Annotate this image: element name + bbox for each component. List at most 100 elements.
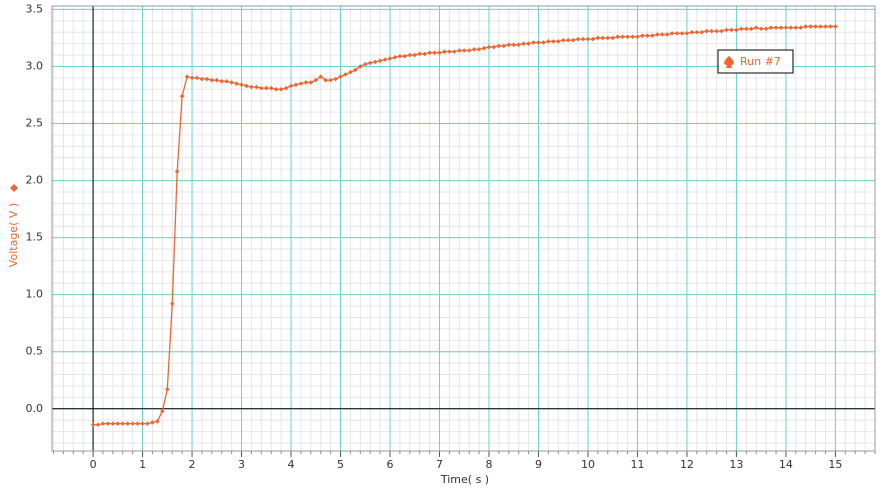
data-point xyxy=(476,47,482,52)
x-tick-label: 1 xyxy=(139,458,146,471)
data-point xyxy=(491,44,497,50)
x-tick-label: 3 xyxy=(238,458,245,471)
data-point xyxy=(516,42,521,48)
x-tick-label: 14 xyxy=(779,458,793,471)
data-point xyxy=(679,31,685,36)
data-point xyxy=(546,39,551,44)
data-point xyxy=(640,33,645,38)
data-point xyxy=(783,25,789,30)
data-point xyxy=(254,84,259,90)
data-point xyxy=(585,36,591,42)
data-point xyxy=(150,420,155,425)
data-point xyxy=(551,39,556,44)
legend-label: Run #7 xyxy=(740,55,781,68)
data-point xyxy=(358,64,363,69)
data-point xyxy=(338,74,343,80)
data-point xyxy=(466,48,472,53)
data-point xyxy=(442,49,447,54)
data-point xyxy=(565,37,571,43)
data-point xyxy=(140,421,145,426)
data-point xyxy=(526,41,531,46)
data-point xyxy=(244,83,249,89)
x-tick-label: 5 xyxy=(337,458,344,471)
data-point xyxy=(229,80,234,85)
data-point xyxy=(486,44,492,50)
data-point xyxy=(818,24,823,29)
plot xyxy=(90,24,838,428)
data-point xyxy=(729,27,734,33)
y-axis-label: Voltage( V ) xyxy=(7,203,20,267)
data-point xyxy=(714,28,719,34)
data-point xyxy=(224,79,229,84)
data-point xyxy=(615,34,620,40)
legend: Run #7 xyxy=(717,49,794,74)
data-point xyxy=(808,24,813,29)
data-point xyxy=(234,81,239,86)
data-point xyxy=(437,50,442,56)
data-point xyxy=(120,421,126,426)
data-point xyxy=(313,77,319,83)
data-point xyxy=(214,77,220,83)
data-point xyxy=(105,421,111,426)
data-point xyxy=(219,79,225,84)
data-point xyxy=(803,24,809,29)
data-point xyxy=(130,421,135,426)
data-point xyxy=(719,28,724,34)
data-point xyxy=(833,24,838,29)
data-point xyxy=(471,47,477,52)
data-point xyxy=(348,69,353,75)
x-tick-label: 4 xyxy=(288,458,295,471)
data-point xyxy=(595,35,601,41)
data-point xyxy=(768,25,774,30)
data-point xyxy=(194,75,200,81)
x-tick-label: 0 xyxy=(90,458,97,471)
data-point xyxy=(600,35,606,41)
data-point xyxy=(828,24,833,29)
data-point xyxy=(160,408,165,414)
data-point xyxy=(778,25,784,30)
x-tick-label: 13 xyxy=(729,458,743,471)
data-point xyxy=(654,32,660,37)
data-point xyxy=(372,59,378,65)
data-point xyxy=(748,26,754,32)
x-axis-label: Time( s ) xyxy=(440,473,489,486)
data-point xyxy=(813,24,818,29)
y-axis-marker-icon xyxy=(10,184,18,192)
x-tick-label: 8 xyxy=(485,458,492,471)
data-point xyxy=(268,85,274,91)
data-point xyxy=(308,80,314,85)
data-point xyxy=(179,93,185,99)
data-point xyxy=(664,32,670,37)
data-point xyxy=(169,301,175,307)
y-tick-label: 1.5 xyxy=(26,231,44,244)
data-point xyxy=(650,33,655,38)
data-point xyxy=(204,76,210,82)
data-point xyxy=(303,80,309,85)
data-point xyxy=(412,52,418,58)
data-point xyxy=(125,421,131,426)
data-point xyxy=(793,25,799,30)
x-tick-label: 10 xyxy=(581,458,595,471)
data-point xyxy=(328,77,333,83)
data-point xyxy=(100,421,106,426)
legend-icon xyxy=(724,56,734,68)
x-tick-label: 15 xyxy=(828,458,842,471)
y-tick-label: 0.0 xyxy=(26,402,44,415)
data-point xyxy=(645,33,650,38)
data-point xyxy=(684,31,690,36)
data-point xyxy=(95,422,101,428)
data-point xyxy=(165,387,170,392)
data-point xyxy=(135,421,140,426)
data-point xyxy=(734,27,739,33)
data-point xyxy=(407,52,413,58)
data-point xyxy=(288,83,294,89)
data-point xyxy=(531,40,536,45)
data-point xyxy=(249,84,254,90)
data-point xyxy=(323,77,328,83)
data-point xyxy=(823,24,828,29)
data-point xyxy=(90,422,96,428)
data-point xyxy=(392,55,398,60)
data-point xyxy=(625,34,630,40)
data-point xyxy=(773,25,779,30)
data-point xyxy=(298,81,304,86)
